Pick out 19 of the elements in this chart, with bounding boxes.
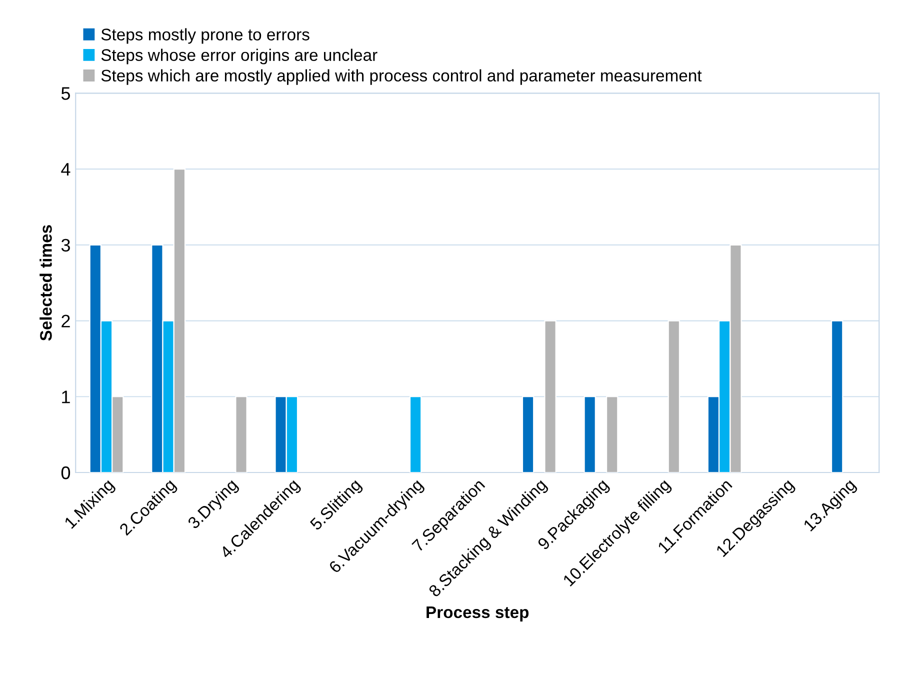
bar	[522, 396, 534, 472]
x-axis-title: Process step	[426, 606, 529, 622]
y-tick-label: 5	[61, 87, 70, 100]
y-tick-label: 1	[62, 390, 70, 404]
bar	[830, 320, 844, 472]
bar	[235, 396, 248, 472]
bar	[544, 320, 556, 472]
legend-label: Steps whose error origins are unclear	[101, 48, 378, 64]
y-tick-label: 0	[61, 466, 70, 480]
bar	[409, 396, 422, 472]
bar	[668, 320, 680, 472]
y-tick-label: 3	[61, 238, 70, 252]
bar	[606, 396, 618, 472]
legend-label: Steps mostly prone to errors	[101, 28, 310, 44]
bar	[584, 396, 596, 472]
y-axis-title: Selected times	[40, 225, 52, 341]
y-tick-label: 2	[62, 314, 70, 328]
y-tick-label: 4	[61, 163, 70, 176]
legend-label: Steps which are mostly applied with process control and parameter measurement	[101, 69, 702, 85]
